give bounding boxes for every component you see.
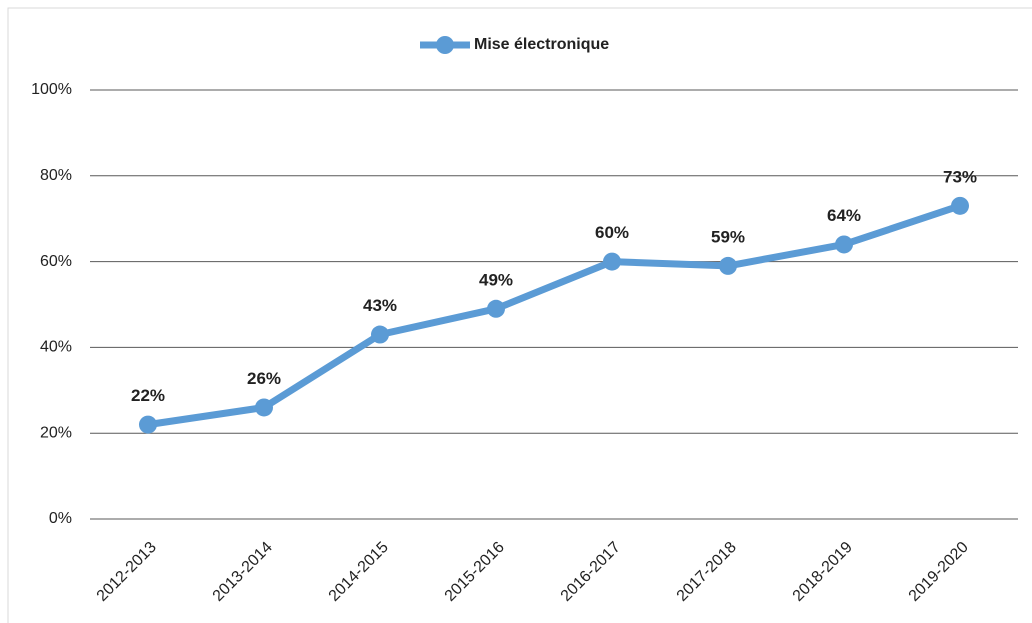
y-tick-label: 100%: [31, 81, 72, 98]
chart-border: [7, 7, 1032, 623]
value-label: 22%: [131, 386, 165, 405]
marker: [719, 256, 737, 275]
value-label: 73%: [943, 167, 977, 186]
marker: [835, 235, 853, 254]
value-label: 60%: [595, 223, 629, 242]
marker: [951, 196, 969, 215]
value-label: 64%: [827, 206, 861, 225]
y-tick-label: 40%: [40, 339, 72, 356]
y-tick-label: 60%: [40, 253, 72, 270]
marker: [603, 252, 621, 271]
value-label: 43%: [363, 296, 397, 315]
value-label: 49%: [479, 270, 513, 289]
legend-marker: [436, 36, 454, 54]
legend-label: Mise électronique: [474, 36, 609, 53]
series-line: [147, 202, 962, 429]
value-label: 59%: [711, 227, 745, 246]
marker: [139, 415, 157, 434]
y-tick-label: 80%: [40, 167, 72, 184]
marker: [371, 325, 389, 344]
y-tick-label: 20%: [40, 424, 72, 441]
marker: [255, 398, 273, 417]
value-label: 26%: [247, 369, 281, 388]
marker: [487, 299, 505, 318]
y-tick-label: 0%: [49, 510, 72, 527]
